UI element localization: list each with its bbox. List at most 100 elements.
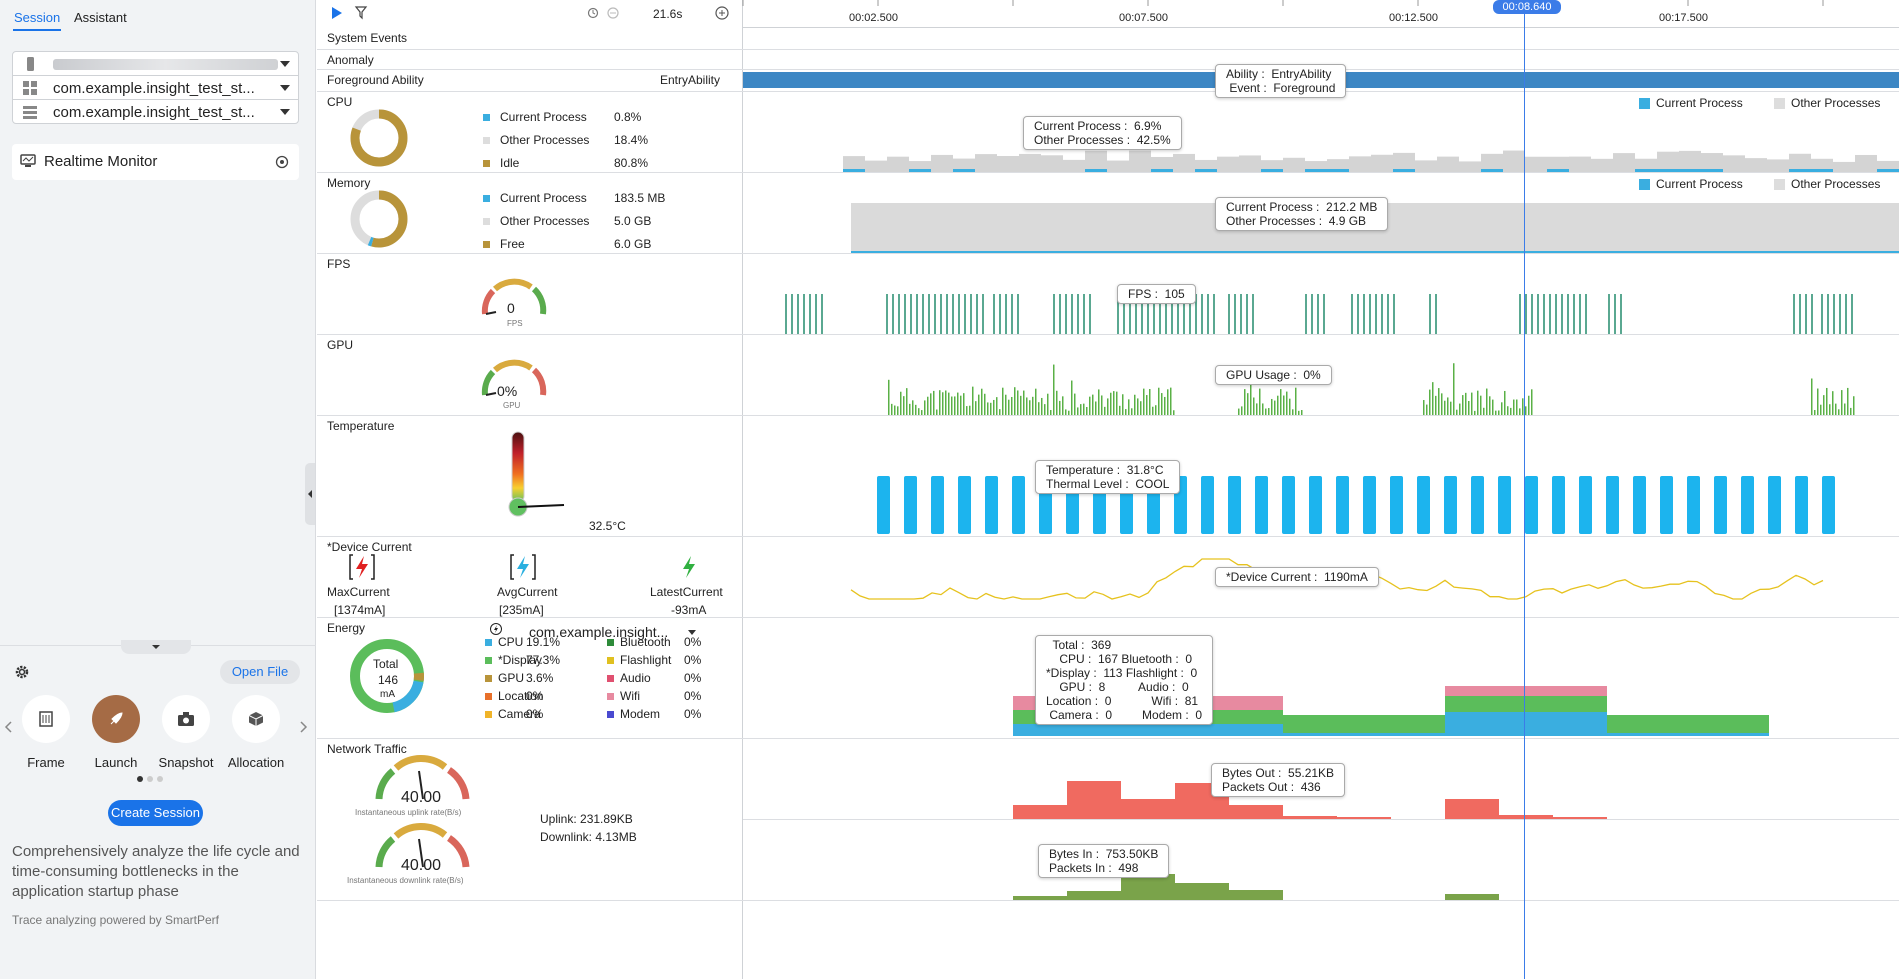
temperature-bar <box>1633 476 1646 534</box>
cpu-current-bar <box>1789 169 1811 172</box>
temperature-bar <box>985 476 998 534</box>
tool-allocation[interactable]: Allocation <box>216 695 296 770</box>
energy-chart[interactable] <box>743 618 1899 739</box>
energy-total-unit: mA <box>380 689 395 700</box>
gpu-bar <box>1280 389 1282 415</box>
fps-bar <box>821 294 823 334</box>
legend-value: 0% <box>684 689 702 703</box>
cpu-other-bar <box>1723 155 1745 172</box>
fps-bar <box>1827 294 1829 334</box>
tool-label: Frame <box>27 755 65 770</box>
tool-frame[interactable]: Frame <box>6 695 86 770</box>
cpu-current-bar <box>1305 169 1327 172</box>
row-device-current[interactable]: *Device Current MaxCurrent [1374mA] AvgC… <box>317 537 1899 618</box>
gpu-bar <box>1814 409 1816 415</box>
row-gpu[interactable]: GPU 0% GPU GPU Usage : 0% <box>317 335 1899 416</box>
gpu-bar <box>981 388 983 415</box>
gpu-bar <box>1146 395 1148 415</box>
row-network-traffic[interactable]: Network Traffic 40.00 Instantaneous upli… <box>317 739 1899 901</box>
gpu-bar <box>1080 404 1082 415</box>
row-temperature[interactable]: Temperature 32.5°C Temperature : 31.8°C … <box>317 416 1899 537</box>
gpu-bar <box>999 409 1001 415</box>
zoom-in-icon[interactable] <box>715 6 729 23</box>
device-select[interactable] <box>13 52 298 76</box>
gpu-bar <box>1083 403 1085 415</box>
gpu-bar <box>912 400 914 415</box>
legend-value: 6.0 GB <box>614 237 652 251</box>
chevron-down-icon[interactable] <box>688 630 696 635</box>
fps-chart[interactable] <box>743 254 1899 335</box>
gpu-bar <box>1274 400 1276 415</box>
legend-value: 18.4% <box>614 133 649 147</box>
temperature-bar <box>1390 476 1403 534</box>
tab-assistant[interactable]: Assistant <box>74 10 127 25</box>
row-title: GPU <box>327 338 354 352</box>
gpu-bar <box>1820 404 1822 415</box>
avg-current-label: AvgCurrent <box>497 585 558 599</box>
time-ruler[interactable]: 00:02.500 00:07.500 00:12.500 00:17.500 <box>742 0 1899 28</box>
time-cursor[interactable] <box>1524 8 1525 979</box>
row-cpu[interactable]: CPU Current Process 0.8% Other Processes 18… <box>317 92 1899 173</box>
device-name-redacted <box>53 59 278 70</box>
gpu-bar <box>1853 396 1855 415</box>
fps-bar <box>1543 294 1545 334</box>
temperature-bar <box>1282 476 1295 534</box>
temperature-chart[interactable] <box>743 416 1899 537</box>
cpu-other-bar <box>1107 160 1129 172</box>
fps-bar <box>1549 294 1551 334</box>
realtime-monitor[interactable]: Realtime Monitor <box>12 144 299 180</box>
tool-snapshot[interactable]: Snapshot <box>146 695 226 770</box>
row-anomaly[interactable]: Anomaly <box>317 50 1899 70</box>
gpu-bar <box>924 400 926 415</box>
target-icon[interactable] <box>275 155 289 172</box>
network-out-tooltip: Bytes Out : 55.21KB Packets Out : 436 <box>1211 763 1346 797</box>
chevron-left-icon[interactable] <box>4 720 14 737</box>
reset-icon[interactable] <box>587 7 599 22</box>
gpu-bar <box>1423 400 1425 415</box>
downlink-gauge-caption: Instantaneous downlink rate(B/s) <box>347 876 464 885</box>
row-fps[interactable]: FPS 0 FPS FPS : 105 <box>317 254 1899 335</box>
row-title: Energy <box>327 621 366 635</box>
panel-toggle[interactable] <box>121 640 191 654</box>
gpu-bar <box>1020 395 1022 415</box>
legend-label: Flashlight <box>620 653 672 667</box>
legend-label: Current Process <box>500 110 587 124</box>
sidebar-collapse-handle[interactable] <box>305 463 315 525</box>
row-foreground-ability[interactable]: Foreground Ability EntryAbility Ability … <box>317 64 1899 98</box>
play-icon[interactable] <box>331 6 343 23</box>
legend-swatch <box>607 711 614 719</box>
gpu-bar <box>1253 397 1255 415</box>
temperature-bar <box>931 476 944 534</box>
app-select[interactable]: com.example.insight_test_st... <box>13 76 298 100</box>
tab-session[interactable]: Session <box>12 10 62 31</box>
gpu-bar <box>1134 394 1136 415</box>
tool-launch[interactable]: Launch <box>76 695 156 770</box>
gpu-bar <box>1450 401 1452 415</box>
fps-bar <box>1620 294 1622 334</box>
cpu-other-bar <box>1393 152 1415 172</box>
row-title: FPS <box>327 257 351 271</box>
gear-icon[interactable] <box>14 664 30 683</box>
zoom-out-icon[interactable] <box>607 7 619 22</box>
create-session-button[interactable]: Create Session <box>108 800 203 826</box>
fps-bar <box>1201 294 1203 334</box>
row-memory[interactable]: Memory Current Process 183.5 MB Other Proc… <box>317 173 1899 254</box>
gpu-bar <box>1164 396 1166 415</box>
network-chart[interactable] <box>743 739 1899 901</box>
open-file-button[interactable]: Open File <box>220 660 300 684</box>
cpu-chart[interactable] <box>743 92 1899 173</box>
cpu-other-bar <box>1789 153 1811 172</box>
energy-app-select[interactable]: com.example.insight... <box>529 624 669 640</box>
row-system-events[interactable]: System Events <box>317 28 1899 50</box>
gpu-bar <box>1041 397 1043 415</box>
gpu-bar <box>1480 395 1482 415</box>
fps-bar <box>1252 294 1254 334</box>
process-select[interactable]: com.example.insight_test_st... <box>13 100 298 124</box>
filter-icon[interactable] <box>354 6 368 22</box>
gpu-chart[interactable] <box>743 335 1899 416</box>
cpu-current-bar <box>1811 169 1833 172</box>
fps-bar <box>1147 294 1149 334</box>
chevron-right-icon[interactable] <box>298 720 308 737</box>
row-energy[interactable]: Energy Total 146 mA com.example.insight.… <box>317 618 1899 739</box>
cpu-other-bar <box>1063 159 1085 172</box>
